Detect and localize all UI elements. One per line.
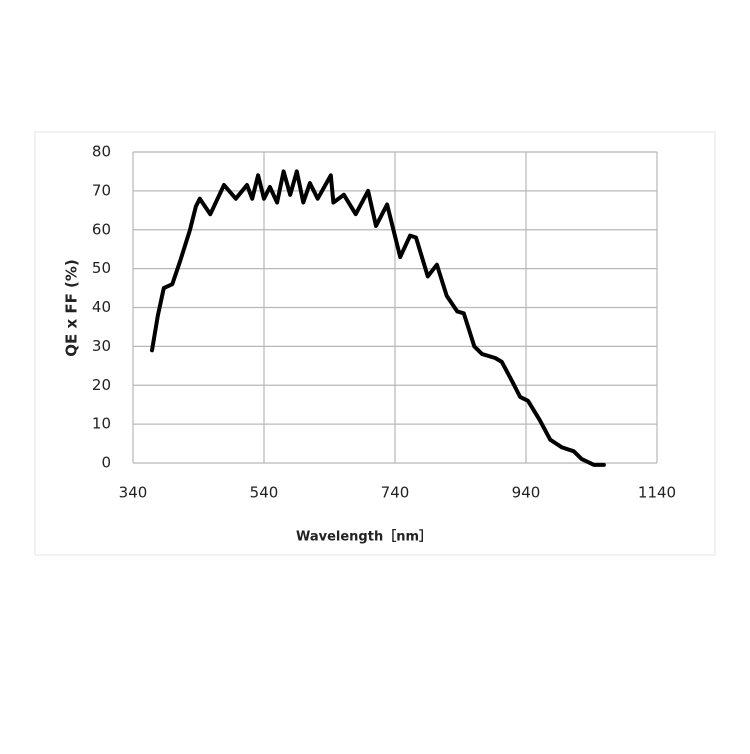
y-tick-label: 60 (92, 220, 111, 238)
x-tick-label: 940 (512, 484, 541, 502)
y-tick-label: 20 (92, 376, 111, 394)
data-line (150, 169, 606, 467)
y-tick-label: 10 (92, 415, 111, 433)
y-tick-label: 40 (92, 298, 111, 316)
y-tick-label: 0 (101, 454, 111, 472)
x-tick-label: 540 (250, 484, 279, 502)
y-tick-label: 30 (92, 337, 111, 355)
y-tick-label: 50 (92, 259, 111, 277)
x-tick-label: 740 (381, 484, 410, 502)
x-axis-label: Wavelength［nm］ (296, 529, 432, 545)
x-tick-label: 1140 (638, 484, 676, 502)
y-tick-label: 70 (92, 181, 111, 199)
x-tick-label: 340 (119, 484, 148, 502)
y-axis-label: QE x FF (%) (63, 259, 81, 357)
chart-frame (34, 131, 716, 556)
y-tick-label: 80 (92, 143, 111, 161)
